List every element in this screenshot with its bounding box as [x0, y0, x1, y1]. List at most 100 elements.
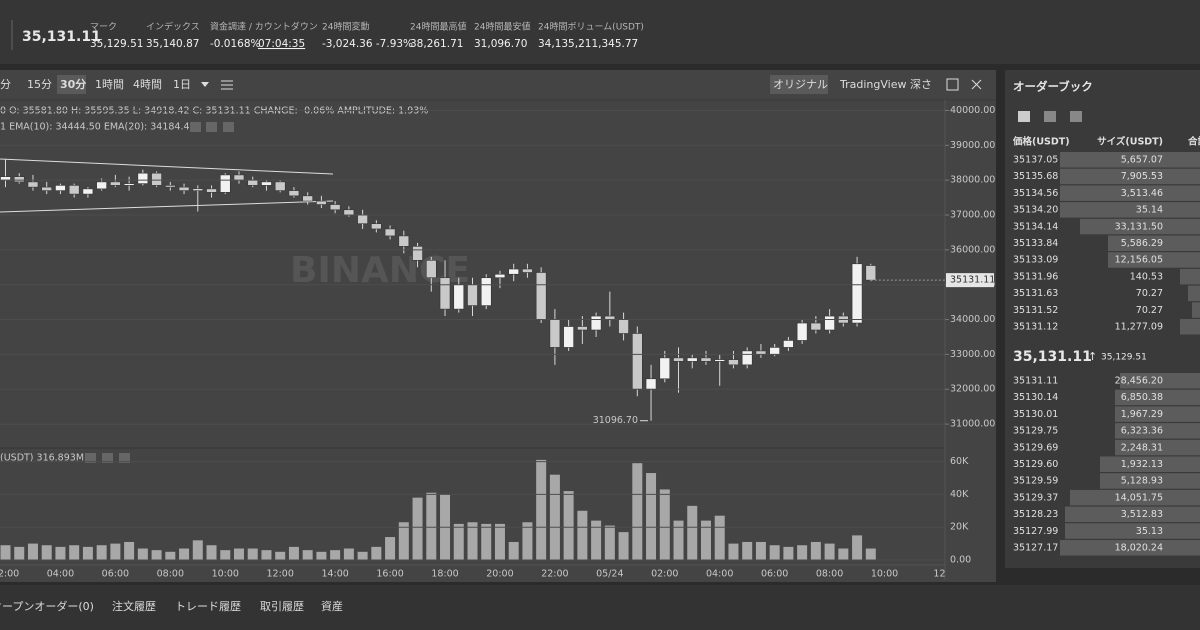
candle-body	[41, 186, 53, 191]
candle-body	[769, 347, 780, 355]
candle-body	[137, 172, 149, 184]
remove-icon[interactable]	[119, 453, 130, 463]
stat-label: 資金調達 / カウントダウン	[210, 21, 318, 33]
candle-body	[219, 174, 231, 193]
volume-bar	[412, 497, 423, 560]
interval-tab[interactable]: 30分	[60, 77, 86, 91]
interval-tab[interactable]: 4時間	[133, 78, 162, 91]
header-bar	[0, 0, 1200, 64]
volume-bar	[14, 546, 25, 560]
y-tick-label: 40000.00	[950, 105, 995, 116]
depth-bar	[1180, 268, 1200, 285]
volume-bar	[343, 548, 354, 560]
settings-icon[interactable]	[206, 122, 217, 132]
candle-body	[274, 181, 286, 191]
candle-body	[577, 326, 588, 331]
candle-body	[343, 209, 355, 216]
size: 14,051.75	[1115, 492, 1163, 503]
price: 35129.75	[1013, 426, 1058, 437]
bottom-tab[interactable]: 注文履歴	[112, 599, 156, 613]
size: 1,967.29	[1121, 409, 1163, 420]
candle-body	[535, 272, 547, 320]
volume-bar	[687, 505, 698, 560]
settings-icon[interactable]	[102, 453, 113, 463]
volume-bar	[549, 474, 560, 560]
x-tick-label: 02:00	[0, 569, 19, 580]
interval-tab[interactable]: 1日	[173, 78, 191, 91]
volume-bar	[247, 548, 258, 560]
stat-value: 35,140.87	[146, 38, 199, 50]
countdown: 07:04:35	[258, 38, 305, 50]
bottom-tab[interactable]: トレード履歴	[175, 600, 241, 613]
depth-bar	[1060, 168, 1200, 185]
candle-body	[494, 273, 506, 279]
size: 33,131.50	[1115, 221, 1163, 232]
stat-value: -0.0168%	[210, 38, 261, 50]
ohlc-info: 0 O: 35581.80 H: 35595.35 L: 34918.42 C:…	[0, 106, 428, 117]
last-price: 35,131.11	[22, 29, 101, 45]
depth-bar	[1065, 523, 1200, 539]
indicator-info: 1 EMA(10): 34444.50 EMA(20): 34184.49	[0, 122, 196, 133]
candle-body	[384, 228, 396, 237]
candle-body	[178, 186, 190, 191]
stat-label: 24時間最安値	[474, 21, 530, 33]
volume-bar	[316, 551, 327, 560]
view-tab[interactable]: TradingView	[839, 78, 906, 91]
settings-icon[interactable]	[221, 80, 233, 90]
volume-bar	[137, 548, 148, 560]
view-tab[interactable]: オリジナル	[773, 78, 828, 91]
candle-body	[151, 172, 162, 186]
stat-value: 31,096.70	[474, 38, 527, 50]
candle-body	[851, 263, 863, 324]
column-header: 合計	[1188, 136, 1200, 148]
y-tick-label: 32000.00	[950, 384, 995, 395]
eye-icon[interactable]	[85, 453, 96, 463]
candle-body	[261, 181, 272, 186]
size: 5,586.29	[1121, 238, 1163, 249]
depth-bar	[1100, 456, 1200, 472]
candle-body	[82, 188, 94, 195]
candle-body	[96, 181, 107, 190]
view-tab[interactable]: 深さ	[910, 78, 932, 91]
interval-tab[interactable]: 分	[0, 78, 11, 91]
bottom-tab[interactable]: 資産	[321, 600, 343, 613]
price: 35131.11	[1013, 376, 1058, 387]
eye-icon[interactable]	[190, 122, 201, 132]
size: 12,156.05	[1115, 255, 1163, 266]
size: 6,323.36	[1121, 426, 1163, 437]
x-tick-label: 16:00	[376, 569, 403, 580]
volume-bar	[96, 545, 107, 560]
volume-bar	[604, 525, 615, 560]
remove-icon[interactable]	[223, 122, 234, 132]
volume-bar	[577, 510, 588, 560]
price: 35131.52	[1013, 305, 1058, 316]
volume-bar	[742, 541, 753, 560]
stat-label: インデックス	[146, 21, 200, 33]
candle-body	[755, 350, 767, 355]
fullscreen-icon[interactable]	[946, 78, 959, 91]
candle-body	[783, 340, 794, 348]
candle-body	[453, 284, 465, 310]
interval-tab[interactable]: 1時間	[95, 78, 124, 91]
close-icon[interactable]	[971, 79, 982, 90]
stat-label: 24時間ボリューム(USDT)	[538, 22, 644, 33]
bottom-tab[interactable]: オープンオーダー(0)	[0, 599, 94, 613]
volume-bar	[41, 545, 52, 560]
depth-bar	[1060, 185, 1200, 201]
view-icons[interactable]	[1018, 111, 1082, 122]
price: 35131.12	[1013, 322, 1058, 333]
view-selected	[770, 75, 828, 94]
interval-tab[interactable]: 15分	[27, 78, 52, 91]
dropdown-icon[interactable]	[201, 82, 209, 87]
candle-body	[549, 319, 561, 348]
x-tick-label: 12:00	[267, 569, 294, 580]
order-book-title: オーダーブック	[1013, 80, 1093, 94]
bottom-tab[interactable]: 取引履歴	[260, 599, 304, 613]
volume-bar	[494, 523, 505, 560]
price: 35134.14	[1013, 221, 1058, 232]
depth-bar	[1192, 302, 1200, 318]
candle-body	[425, 260, 437, 279]
price: 35131.96	[1013, 271, 1058, 282]
price: 35133.84	[1013, 238, 1058, 249]
